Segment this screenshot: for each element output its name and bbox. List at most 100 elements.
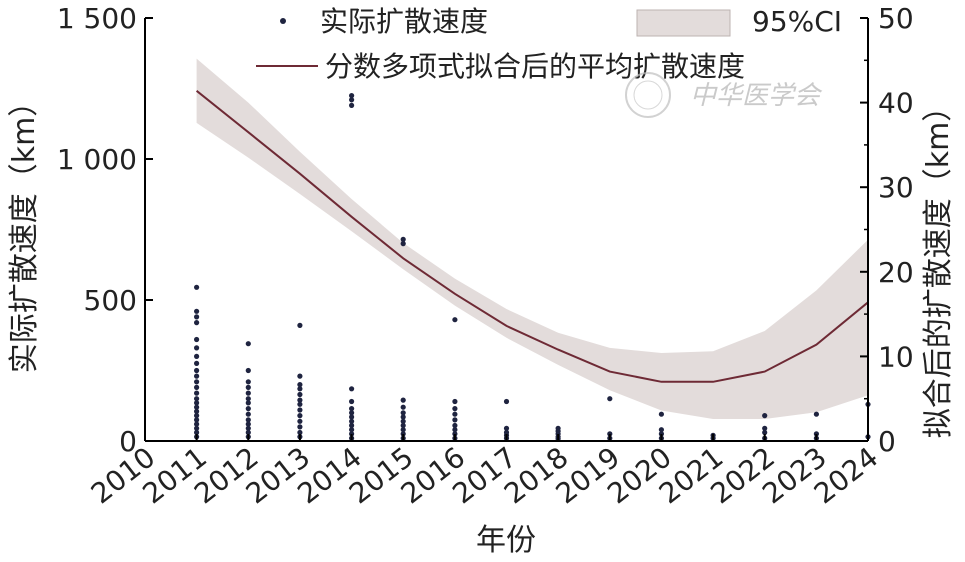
y-right-tick-label: 0: [878, 425, 896, 458]
y-right-tick-label: 30: [878, 171, 914, 204]
scatter-point: [400, 404, 406, 410]
scatter-point: [297, 413, 303, 419]
y-right-tick-label: 40: [878, 87, 914, 120]
x-axis-title: 年份: [476, 523, 536, 558]
scatter-point: [452, 427, 458, 433]
scatter-point: [245, 400, 251, 406]
scatter-point: [400, 410, 406, 416]
scatter-point: [400, 241, 406, 247]
scatter-point: [245, 417, 251, 423]
scatter-point: [297, 429, 303, 436]
scatter-point: [658, 431, 665, 437]
scatter-point: [503, 398, 510, 405]
watermark-seal-inner: [633, 80, 663, 110]
scatter-point: [400, 427, 406, 433]
scatter-point: [452, 431, 458, 437]
scatter-point: [452, 406, 458, 412]
scatter-point: [503, 425, 510, 431]
scatter-point: [297, 386, 303, 392]
scatter-point: [245, 406, 251, 412]
scatter-point: [297, 322, 303, 328]
fit-line: [195, 90, 869, 383]
scatter-point: [400, 414, 406, 420]
y-right-tick-label: 10: [878, 340, 914, 373]
scatter-point: [349, 93, 355, 99]
scatter-point: [194, 353, 200, 359]
scatter-point: [349, 414, 355, 420]
legend: 实际扩散速度 95%CI 分数多项式拟合后的平均扩散速度: [256, 5, 842, 83]
scatter-point: [400, 418, 406, 424]
scatter-point: [297, 391, 303, 398]
scatter-point: [762, 425, 768, 431]
scatter-point: [349, 431, 355, 437]
scatter-point: [194, 308, 200, 314]
y-left-tick-label: 1 500: [57, 2, 137, 35]
scatter-point: [194, 320, 200, 326]
scatter-point: [813, 411, 820, 417]
scatter-point: [245, 341, 251, 347]
scatter-point: [245, 379, 251, 385]
scatter-point: [194, 425, 200, 431]
scatter-point: [607, 396, 613, 402]
scatter-point: [245, 429, 251, 436]
y-right-tick-label: 20: [878, 256, 914, 289]
scatter-point: [194, 413, 200, 419]
legend-line-label: 分数多项式拟合后的平均扩散速度: [325, 50, 745, 83]
watermark: 中华医学会: [625, 72, 823, 118]
legend-band-label: 95%CI: [752, 5, 842, 38]
scatter-point: [452, 411, 458, 417]
scatter-point: [349, 422, 355, 429]
y-right-axis-title: 拟合后的扩散速度（km）: [921, 92, 956, 439]
scatter-point: [452, 317, 458, 323]
scatter-point: [349, 398, 355, 405]
scatter-point: [349, 102, 355, 108]
scatter-point: [194, 429, 200, 436]
scatter-point: [349, 386, 355, 392]
scatter-point: [297, 373, 303, 379]
legend-band-swatch: [636, 9, 731, 37]
scatter-point: [813, 431, 820, 437]
scatter-point: [245, 421, 251, 427]
scatter-point: [400, 422, 406, 429]
scatter-point: [194, 367, 200, 374]
scatter-point: [297, 397, 303, 403]
scatter-point: [297, 424, 303, 430]
scatter-point: [762, 413, 768, 419]
scatter-point: [194, 396, 200, 402]
scatter-point: [194, 408, 200, 414]
scatter-point: [194, 417, 200, 423]
scatter-point: [245, 425, 251, 431]
scatter-point: [349, 418, 355, 424]
scatter-point: [245, 396, 251, 402]
scatter-point: [194, 404, 200, 410]
scatter-point: [194, 384, 200, 390]
scatter-point: [349, 410, 355, 416]
scatter-point: [400, 236, 406, 242]
scatter-point: [400, 397, 406, 403]
scatter-point: [452, 422, 458, 429]
y-left-axis-title: 实际扩散速度（km）: [7, 87, 42, 374]
scatter-point: [400, 431, 406, 437]
scatter-point: [194, 345, 200, 351]
y-left-ticks: 0 500 1 000 1 500: [57, 2, 153, 458]
scatter-point: [658, 427, 665, 433]
scatter-point: [194, 360, 200, 366]
scatter-point: [194, 314, 200, 320]
legend-scatter-label: 实际扩散速度: [320, 5, 488, 38]
y-right-tick-label: 50: [878, 2, 914, 35]
scatter-point: [297, 382, 303, 388]
scatter-point: [349, 427, 355, 433]
scatter-point: [194, 400, 200, 406]
scatter-point: [194, 379, 200, 385]
scatter-point: [297, 407, 303, 413]
watermark-text: 中华医学会: [690, 81, 823, 111]
scatter-point: [762, 429, 768, 436]
scatter-point: [194, 336, 200, 343]
y-left-tick-label: 1 000: [57, 143, 137, 176]
scatter-point: [194, 390, 200, 396]
x-ticks: 2010201120122013201420152016201720182019…: [85, 434, 884, 510]
scatter-point: [452, 417, 458, 423]
scatter-point: [452, 398, 458, 405]
scatter-point: [503, 429, 510, 436]
y-left-tick-label: 500: [84, 284, 137, 317]
